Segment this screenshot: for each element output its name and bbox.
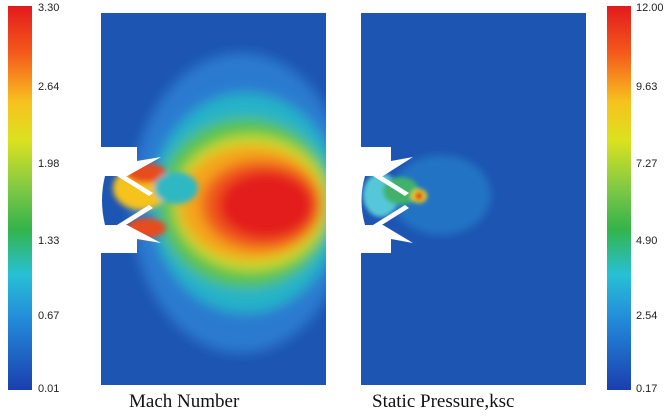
- mach-caption: Mach Number: [129, 391, 240, 412]
- pressure-tick-5: 0.17: [636, 383, 658, 395]
- pressure-tick-4: 2.54: [636, 310, 658, 322]
- pressure-tick-2: 7.27: [636, 158, 658, 170]
- pressure-colorbar: [607, 6, 631, 390]
- mach-tick-1: 2.64: [38, 81, 60, 93]
- pressure-tick-3: 4.90: [636, 235, 658, 247]
- mach-contour-plot: [101, 13, 326, 385]
- pressure-tick-1: 9.63: [636, 81, 658, 93]
- pressure-contour-plot: [361, 13, 586, 385]
- pressure-caption: Static Pressure,ksc: [372, 391, 515, 412]
- pressure-tick-0: 12.00: [636, 2, 664, 14]
- mach-colorbar: [8, 6, 32, 390]
- mach-tick-0: 3.30: [38, 2, 60, 14]
- mach-tick-5: 0.01: [38, 383, 60, 395]
- mach-tick-2: 1.98: [38, 158, 60, 170]
- mach-tick-3: 1.33: [38, 235, 60, 247]
- mach-tick-4: 0.67: [38, 310, 60, 322]
